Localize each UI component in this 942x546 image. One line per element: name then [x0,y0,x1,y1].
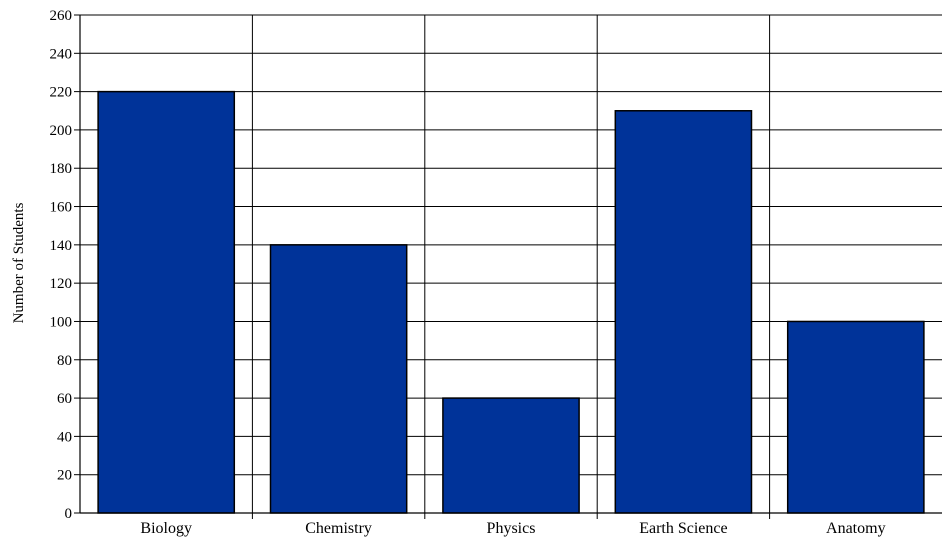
y-tick-label: 0 [65,506,73,522]
bar [443,398,579,513]
y-tick-label: 200 [50,123,73,139]
bar [98,92,234,513]
y-tick-label: 140 [50,238,73,254]
y-axis-title: Number of Students [11,202,27,323]
x-category-label: Physics [487,520,536,537]
y-tick-label: 180 [50,161,73,177]
y-tick-label: 80 [57,353,72,369]
y-tick-labels: 0 20 40 60 80 100 120 140 160 180 200 220 240 260 [50,8,73,522]
y-tick-label: 240 [50,46,73,62]
y-tick-label: 100 [50,314,73,330]
bars [98,92,924,513]
y-tick-label: 20 [57,468,72,484]
x-category-label: Anatomy [826,520,886,537]
y-tick-label: 220 [50,85,73,101]
y-tick-label: 160 [50,200,73,216]
x-category-labels: Biology Chemistry Physics Earth Science Anat… [140,520,885,537]
bar [271,245,407,513]
x-category-label: Chemistry [305,520,372,537]
x-category-label: Earth Science [639,520,727,537]
y-tick-label: 60 [57,391,72,407]
y-tick-label: 40 [57,429,72,445]
bar [615,111,751,513]
y-tick-label: 260 [50,8,73,24]
x-category-label: Biology [140,520,192,537]
bar [788,321,924,513]
y-tick-label: 120 [50,276,73,292]
